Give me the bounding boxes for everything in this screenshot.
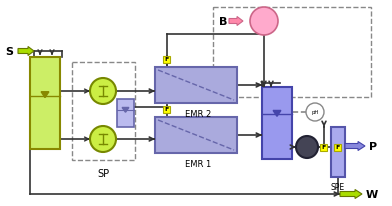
- Text: EMR 2: EMR 2: [185, 109, 211, 118]
- Circle shape: [250, 8, 278, 36]
- Text: pH: pH: [311, 110, 319, 115]
- Bar: [163, 106, 171, 113]
- Bar: [262, 88, 292, 159]
- FancyArrow shape: [18, 47, 34, 56]
- Bar: [334, 144, 341, 151]
- Bar: [321, 144, 327, 151]
- Text: F: F: [322, 145, 326, 150]
- Bar: [117, 99, 134, 127]
- Polygon shape: [122, 108, 129, 113]
- FancyArrow shape: [340, 190, 362, 199]
- Polygon shape: [273, 111, 281, 117]
- Text: EMR 1: EMR 1: [185, 159, 211, 168]
- Text: F: F: [336, 145, 340, 150]
- Text: SP: SP: [98, 168, 109, 178]
- Text: P: P: [369, 141, 377, 151]
- Text: F: F: [165, 57, 169, 62]
- Text: SPE: SPE: [331, 182, 345, 191]
- Circle shape: [90, 126, 116, 152]
- Text: B: B: [219, 17, 227, 27]
- Polygon shape: [41, 92, 49, 98]
- Text: S: S: [5, 47, 13, 57]
- Bar: [30, 58, 60, 149]
- Circle shape: [306, 103, 324, 121]
- Bar: [213, 8, 371, 97]
- Circle shape: [90, 79, 116, 104]
- Bar: [155, 68, 237, 103]
- Bar: [72, 63, 135, 160]
- Circle shape: [296, 136, 318, 158]
- Bar: [155, 117, 237, 153]
- Text: F: F: [165, 107, 169, 112]
- FancyArrow shape: [345, 142, 365, 151]
- FancyArrow shape: [229, 18, 243, 26]
- Bar: [331, 127, 345, 177]
- Text: W: W: [366, 189, 378, 199]
- Bar: [163, 56, 171, 63]
